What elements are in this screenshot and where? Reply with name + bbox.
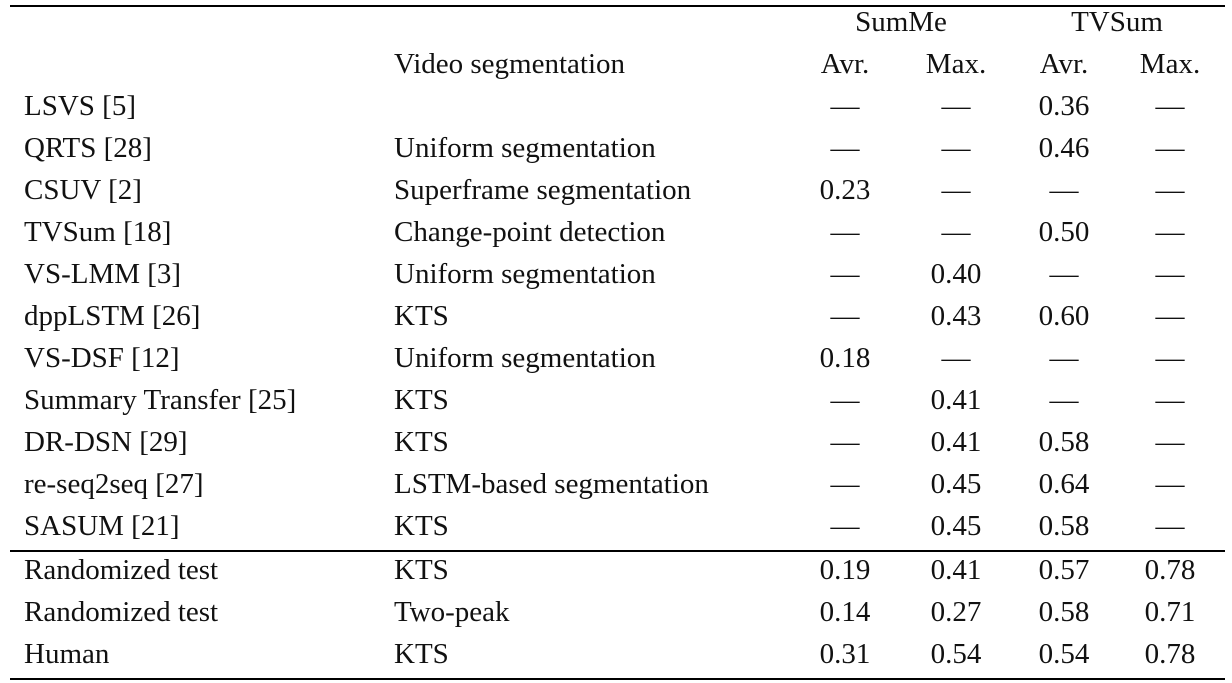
tvsum-avr-cell: 0.57 xyxy=(1038,554,1090,586)
method-cell: SASUM [21] xyxy=(24,510,180,542)
header-tvsum: TVSum xyxy=(1071,6,1163,38)
summe-max-cell: 0.27 xyxy=(930,596,982,628)
tvsum-avr-cell: 0.58 xyxy=(1038,510,1090,542)
summe-max-cell: — xyxy=(941,216,971,248)
header-summe-max: Max. xyxy=(925,48,987,80)
method-cell: VS-LMM [3] xyxy=(24,258,182,290)
tvsum-avr-cell: 0.54 xyxy=(1038,638,1090,670)
tvsum-avr-cell: — xyxy=(1049,342,1079,374)
summe-max-cell: — xyxy=(941,342,971,374)
summe-max-cell: 0.41 xyxy=(930,426,982,458)
summe-avr-cell: — xyxy=(830,468,860,500)
segmentation-cell: Superframe segmentation xyxy=(394,174,692,206)
method-cell: QRTS [28] xyxy=(24,132,152,164)
tvsum-max-cell: — xyxy=(1155,510,1185,542)
summe-max-cell: — xyxy=(941,174,971,206)
tvsum-max-cell: — xyxy=(1155,258,1185,290)
method-cell: Randomized test xyxy=(24,596,219,628)
tvsum-max-cell: — xyxy=(1155,132,1185,164)
summe-avr-cell: — xyxy=(830,258,860,290)
tvsum-max-cell: 0.78 xyxy=(1144,554,1196,586)
segmentation-cell: KTS xyxy=(394,426,449,458)
tvsum-avr-cell: 0.64 xyxy=(1038,468,1090,500)
summe-max-cell: 0.43 xyxy=(930,300,982,332)
tvsum-avr-cell: 0.60 xyxy=(1038,300,1090,332)
tvsum-max-cell: — xyxy=(1155,174,1185,206)
summe-max-cell: 0.45 xyxy=(930,510,982,542)
summe-avr-cell: 0.18 xyxy=(819,342,871,374)
segmentation-cell: LSTM-based segmentation xyxy=(394,468,709,500)
summe-avr-cell: 0.19 xyxy=(819,554,871,586)
method-cell: Summary Transfer [25] xyxy=(24,384,297,416)
method-cell: re-seq2seq [27] xyxy=(24,468,204,500)
segmentation-cell: KTS xyxy=(394,384,449,416)
header-summe: SumMe xyxy=(855,6,947,38)
segmentation-cell: KTS xyxy=(394,300,449,332)
method-cell: VS-DSF [12] xyxy=(24,342,180,374)
tvsum-avr-cell: — xyxy=(1049,384,1079,416)
tvsum-max-cell: — xyxy=(1155,468,1185,500)
summe-avr-cell: 0.23 xyxy=(819,174,871,206)
summe-max-cell: 0.40 xyxy=(930,258,982,290)
header-summe-avr: Avr. xyxy=(820,48,870,80)
method-cell: CSUV [2] xyxy=(24,174,142,206)
tvsum-max-cell: — xyxy=(1155,342,1185,374)
tvsum-max-cell: — xyxy=(1155,384,1185,416)
tvsum-avr-cell: 0.58 xyxy=(1038,596,1090,628)
tvsum-max-cell: — xyxy=(1155,426,1185,458)
header-tvsum-avr: Avr. xyxy=(1039,48,1089,80)
method-cell: dppLSTM [26] xyxy=(24,300,201,332)
tvsum-avr-cell: — xyxy=(1049,258,1079,290)
segmentation-cell: Change-point detection xyxy=(394,216,666,248)
summe-avr-cell: — xyxy=(830,426,860,458)
summe-avr-cell: — xyxy=(830,384,860,416)
segmentation-cell: Two-peak xyxy=(394,596,510,628)
segmentation-cell: Uniform segmentation xyxy=(394,342,656,374)
method-cell: TVSum [18] xyxy=(24,216,172,248)
summe-avr-cell: 0.31 xyxy=(819,638,871,670)
tvsum-avr-cell: 0.36 xyxy=(1038,90,1090,122)
tvsum-max-cell: 0.71 xyxy=(1144,596,1196,628)
tvsum-avr-cell: 0.50 xyxy=(1038,216,1090,248)
tvsum-max-cell: — xyxy=(1155,216,1185,248)
summe-avr-cell: — xyxy=(830,300,860,332)
header-tvsum-max: Max. xyxy=(1139,48,1201,80)
method-cell: Human xyxy=(24,638,110,670)
tvsum-max-cell: 0.78 xyxy=(1144,638,1196,670)
summe-avr-cell: 0.14 xyxy=(819,596,871,628)
tvsum-avr-cell: 0.58 xyxy=(1038,426,1090,458)
table-top-rule xyxy=(10,5,1225,7)
summe-avr-cell: — xyxy=(830,510,860,542)
tvsum-avr-cell: 0.46 xyxy=(1038,132,1090,164)
segmentation-cell: KTS xyxy=(394,638,449,670)
table-bottom-rule xyxy=(10,678,1225,680)
summe-max-cell: 0.54 xyxy=(930,638,982,670)
summe-avr-cell: — xyxy=(830,90,860,122)
segmentation-cell: KTS xyxy=(394,510,449,542)
segmentation-cell: Uniform segmentation xyxy=(394,132,656,164)
tvsum-max-cell: — xyxy=(1155,90,1185,122)
method-cell: DR-DSN [29] xyxy=(24,426,188,458)
summe-max-cell: — xyxy=(941,132,971,164)
summe-max-cell: 0.41 xyxy=(930,384,982,416)
summe-max-cell: 0.45 xyxy=(930,468,982,500)
summe-avr-cell: — xyxy=(830,216,860,248)
method-cell: Randomized test xyxy=(24,554,219,586)
table-mid-rule xyxy=(10,550,1225,552)
segmentation-cell: Uniform segmentation xyxy=(394,258,656,290)
tvsum-avr-cell: — xyxy=(1049,174,1079,206)
summe-max-cell: 0.41 xyxy=(930,554,982,586)
summe-max-cell: — xyxy=(941,90,971,122)
tvsum-max-cell: — xyxy=(1155,300,1185,332)
method-cell: LSVS [5] xyxy=(24,90,136,122)
summe-avr-cell: — xyxy=(830,132,860,164)
segmentation-cell: KTS xyxy=(394,554,449,586)
header-segmentation: Video segmentation xyxy=(394,48,626,80)
